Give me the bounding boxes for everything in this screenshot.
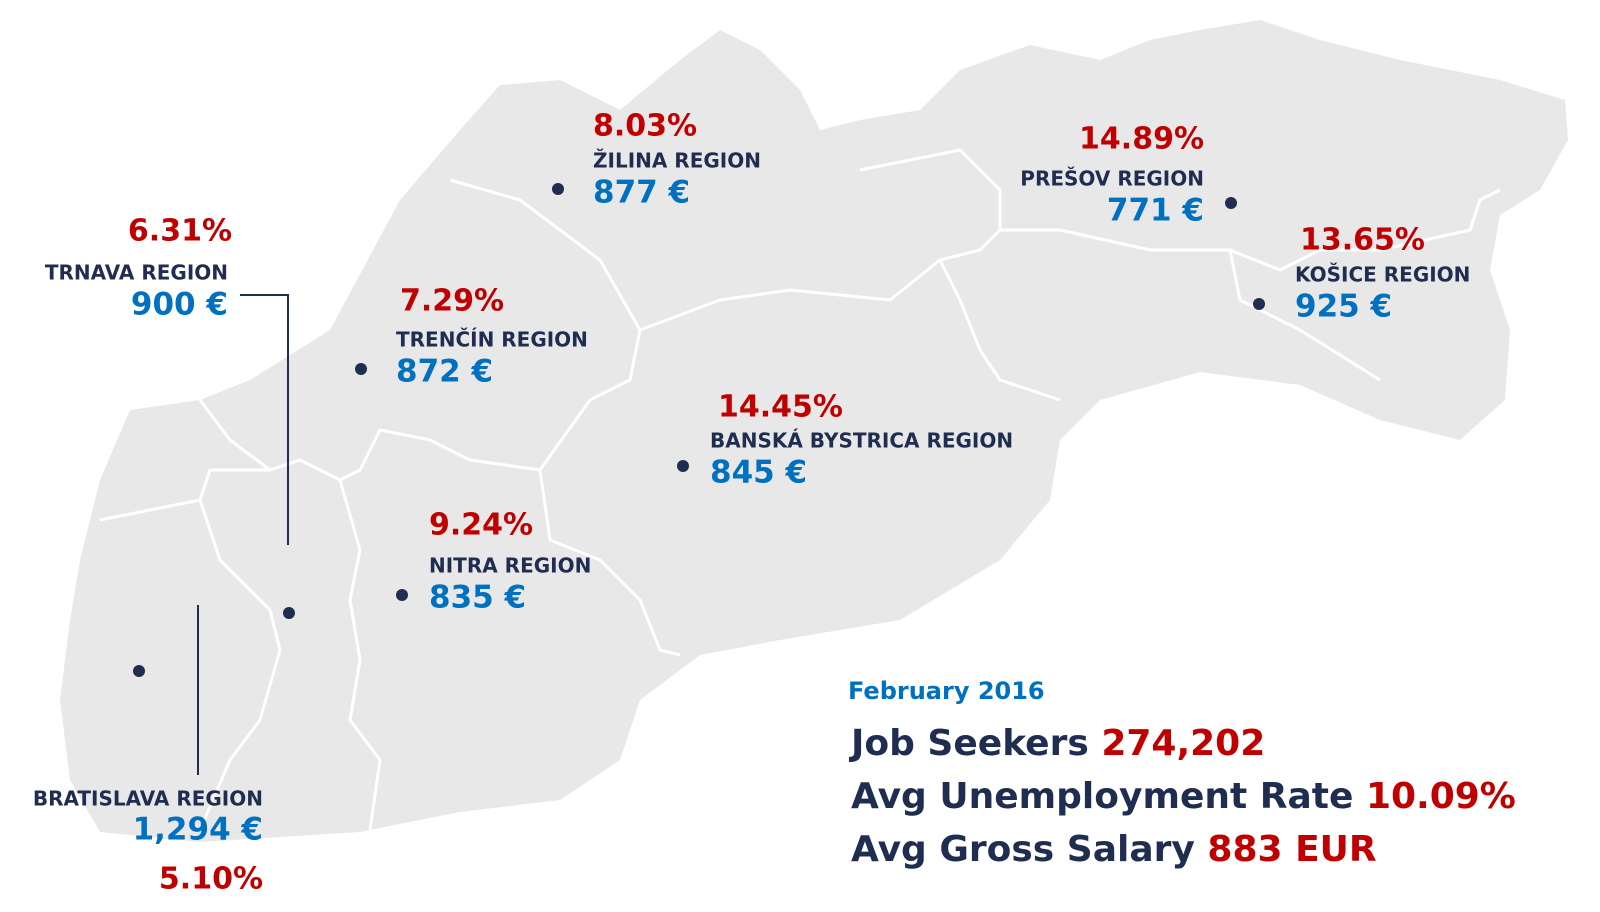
summary-label: Avg Unemployment Rate — [851, 776, 1353, 817]
region-dot — [355, 363, 367, 375]
summary-item: Job Seekers 274,202 — [848, 723, 1265, 764]
summary-label: Avg Gross Salary — [851, 829, 1195, 870]
region-salary: 1,294 € — [133, 812, 263, 848]
region-rate: 5.10% — [159, 862, 263, 897]
summary-value: 10.09% — [1366, 776, 1516, 817]
region-dot — [552, 183, 564, 195]
region-name: TRNAVA REGION — [45, 261, 228, 285]
summary-label: Job Seekers — [848, 723, 1089, 764]
region-name: BANSKÁ BYSTRICA REGION — [710, 429, 1013, 453]
region-dot — [133, 665, 145, 677]
region-salary: 925 € — [1295, 289, 1392, 325]
country-shape — [60, 20, 1568, 842]
summary: February 2016 Job Seekers 274,202 Avg Une… — [848, 677, 1516, 870]
region-rate: 6.31% — [128, 214, 232, 249]
summary-value: 274,202 — [1101, 723, 1265, 764]
region-salary: 845 € — [710, 455, 807, 491]
region-rate: 14.45% — [718, 390, 843, 425]
region-rate: 8.03% — [593, 109, 697, 144]
region-rate: 13.65% — [1300, 223, 1425, 258]
summary-value: 883 EUR — [1207, 829, 1376, 870]
region-borders — [99, 148, 1501, 831]
summary-item: Avg Gross Salary 883 EUR — [851, 829, 1377, 870]
region-salary: 900 € — [131, 287, 228, 323]
region-name: PREŠOV REGION — [1020, 167, 1204, 191]
region-name: BRATISLAVA REGION — [33, 787, 263, 811]
region-rate: 14.89% — [1079, 122, 1204, 157]
region-name: TRENČÍN REGION — [396, 328, 588, 352]
region-salary: 877 € — [593, 175, 690, 211]
region-rate: 7.29% — [400, 284, 504, 319]
region-name: NITRA REGION — [429, 554, 591, 578]
region-salary: 835 € — [429, 580, 526, 616]
region-salary: 872 € — [396, 354, 493, 390]
region-dot — [283, 607, 295, 619]
region-rate: 9.24% — [429, 508, 533, 543]
region-dot — [396, 589, 408, 601]
summary-item: Avg Unemployment Rate 10.09% — [851, 776, 1516, 817]
region-dot — [677, 460, 689, 472]
region-name: ŽILINA REGION — [593, 149, 761, 173]
leader-line — [240, 294, 289, 545]
summary-date: February 2016 — [848, 677, 1045, 705]
region-name: KOŠICE REGION — [1295, 263, 1470, 287]
region-dot — [1225, 197, 1237, 209]
region-salary: 771 € — [1107, 193, 1204, 229]
region-dot — [1253, 298, 1265, 310]
